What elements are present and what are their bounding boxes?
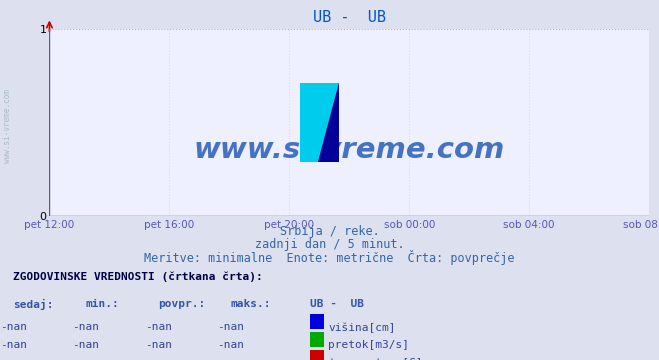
Text: pretok[m3/s]: pretok[m3/s] bbox=[328, 340, 409, 350]
Text: -nan: -nan bbox=[0, 340, 26, 350]
Text: -nan: -nan bbox=[217, 322, 244, 332]
Text: ZGODOVINSKE VREDNOSTI (črtkana črta):: ZGODOVINSKE VREDNOSTI (črtkana črta): bbox=[13, 272, 263, 282]
Text: -nan: -nan bbox=[145, 358, 171, 360]
Text: -nan: -nan bbox=[72, 358, 99, 360]
Text: UB -  UB: UB - UB bbox=[310, 299, 364, 309]
Text: sedaj:: sedaj: bbox=[13, 299, 53, 310]
Text: maks.:: maks.: bbox=[231, 299, 271, 309]
Polygon shape bbox=[318, 83, 339, 162]
Polygon shape bbox=[300, 83, 339, 162]
Text: -nan: -nan bbox=[72, 322, 99, 332]
Polygon shape bbox=[300, 83, 339, 162]
Text: www.si-vreme.com: www.si-vreme.com bbox=[3, 89, 13, 163]
Text: -nan: -nan bbox=[145, 322, 171, 332]
Text: -nan: -nan bbox=[0, 322, 26, 332]
Text: zadnji dan / 5 minut.: zadnji dan / 5 minut. bbox=[254, 238, 405, 251]
Text: www.si-vreme.com: www.si-vreme.com bbox=[194, 136, 505, 165]
Text: -nan: -nan bbox=[0, 358, 26, 360]
Text: povpr.:: povpr.: bbox=[158, 299, 206, 309]
Text: -nan: -nan bbox=[72, 340, 99, 350]
Text: -nan: -nan bbox=[217, 358, 244, 360]
Text: Srbija / reke.: Srbija / reke. bbox=[279, 225, 380, 238]
Text: temperatura[C]: temperatura[C] bbox=[328, 358, 422, 360]
Text: višina[cm]: višina[cm] bbox=[328, 322, 395, 333]
Text: Meritve: minimalne  Enote: metrične  Črta: povprečje: Meritve: minimalne Enote: metrične Črta:… bbox=[144, 250, 515, 265]
Text: min.:: min.: bbox=[86, 299, 119, 309]
Text: -nan: -nan bbox=[217, 340, 244, 350]
Text: -nan: -nan bbox=[145, 340, 171, 350]
Title: UB -  UB: UB - UB bbox=[313, 10, 386, 25]
